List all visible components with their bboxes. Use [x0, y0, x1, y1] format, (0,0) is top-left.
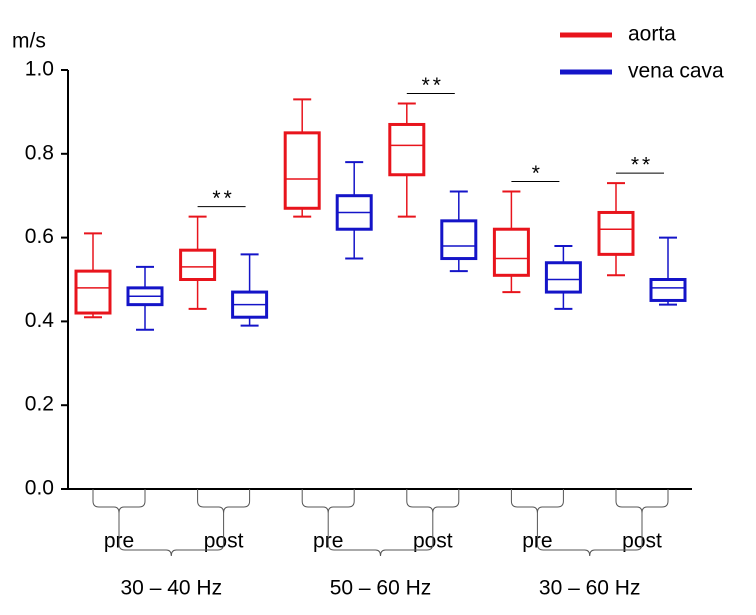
box — [440, 219, 478, 261]
box — [388, 122, 426, 177]
significance-label: * — [532, 162, 543, 185]
group-brace — [536, 522, 643, 557]
box — [179, 248, 217, 281]
y-tick-label: 1.0 — [25, 58, 54, 81]
box — [74, 269, 112, 315]
category-brace — [406, 489, 460, 514]
significance-label: ** — [422, 74, 444, 97]
group-label: 30 – 60 Hz — [539, 577, 641, 600]
y-tick-label: 0.2 — [25, 393, 54, 416]
group-brace — [118, 522, 225, 557]
box — [597, 210, 635, 256]
legend-label: vena cava — [628, 60, 724, 83]
box — [649, 278, 687, 302]
significance-label: ** — [631, 154, 653, 177]
group-brace — [327, 522, 434, 557]
box — [544, 261, 582, 294]
group-label: 50 – 60 Hz — [330, 577, 432, 600]
category-brace — [510, 489, 564, 514]
category-brace — [92, 489, 146, 514]
box — [283, 131, 321, 210]
box — [492, 227, 530, 277]
category-brace — [197, 489, 251, 514]
y-tick-label: 0.6 — [25, 225, 54, 248]
y-tick-label: 0.0 — [25, 477, 54, 500]
category-brace — [615, 489, 669, 514]
category-brace — [301, 489, 355, 514]
group-label: 30 – 40 Hz — [121, 577, 223, 600]
y-tick-label: 0.4 — [25, 309, 55, 332]
y-axis-label: m/s — [12, 30, 46, 53]
legend-label: aorta — [628, 23, 676, 46]
significance-label: ** — [212, 187, 234, 210]
y-tick-label: 0.8 — [25, 141, 54, 164]
